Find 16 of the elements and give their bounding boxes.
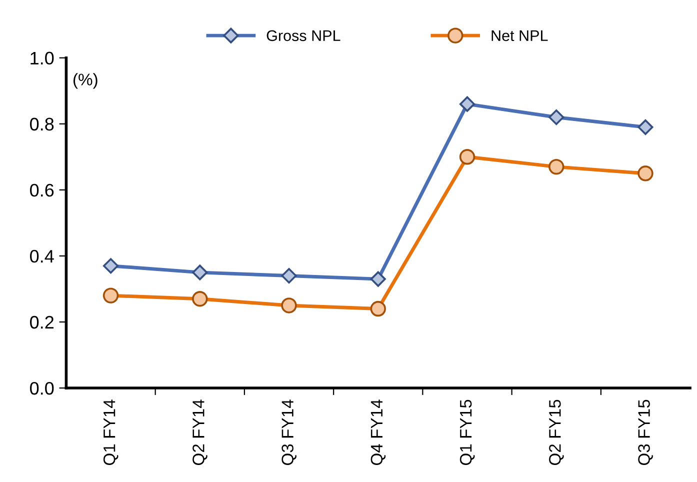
x-tick-label: Q2 FY14 bbox=[192, 400, 208, 466]
legend-label: Net NPL bbox=[492, 30, 548, 42]
y-tick-label: 1.0 bbox=[30, 52, 54, 65]
y-tick-label: 0.4 bbox=[30, 250, 54, 263]
y-tick-label: 0.6 bbox=[30, 184, 54, 197]
x-tick-label: Q4 FY14 bbox=[370, 400, 386, 466]
y-tick-label: 0.2 bbox=[30, 316, 54, 329]
legend-label: Gross NPL bbox=[266, 30, 340, 42]
y-tick-label: 0.8 bbox=[30, 118, 54, 131]
x-tick-label: Q3 FY15 bbox=[638, 400, 653, 466]
y-axis-title: (%) bbox=[73, 73, 98, 89]
x-tick-label: Q1 FY14 bbox=[103, 400, 118, 466]
y-tick-label: 0.0 bbox=[30, 382, 54, 395]
x-tick-label: Q1 FY15 bbox=[460, 400, 475, 466]
x-tick-label: Q3 FY14 bbox=[282, 400, 296, 466]
x-tick-label: Q2 FY15 bbox=[549, 400, 564, 466]
